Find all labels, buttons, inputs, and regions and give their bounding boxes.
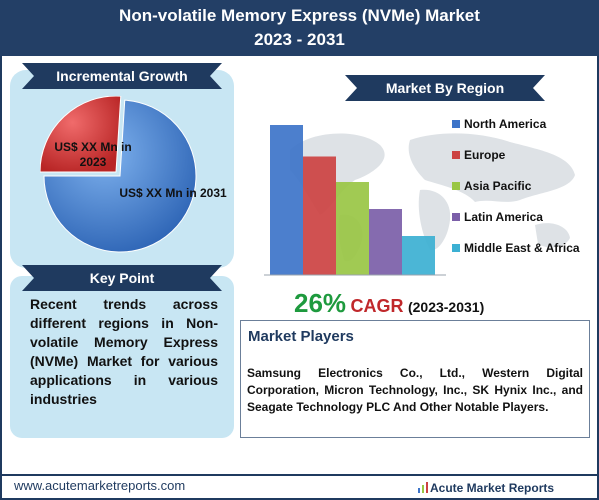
key-point-panel — [10, 276, 234, 438]
growth-pie-chart — [40, 96, 197, 253]
region-bar-chart — [264, 125, 446, 276]
bar-europe — [303, 156, 336, 275]
legend-item-north-america: North America — [452, 116, 580, 147]
cagr-callout: 26% CAGR (2023-2031) — [294, 288, 594, 319]
legend-item-asia-pacific: Asia Pacific — [452, 178, 580, 209]
legend-swatch — [452, 213, 460, 221]
legend-swatch — [452, 244, 460, 252]
legend-swatch — [452, 120, 460, 128]
brand-logo-icon — [418, 482, 428, 493]
bar-latin-america — [369, 209, 402, 275]
market-by-region-heading: Market By Region — [345, 75, 545, 101]
legend-swatch — [452, 151, 460, 159]
region-legend: North America Europe Asia Pacific Latin Ame… — [452, 116, 580, 271]
footer-url-link[interactable]: www.acutemarketreports.com — [14, 478, 186, 493]
legend-item-latin-america: Latin America — [452, 209, 580, 240]
legend-swatch — [452, 182, 460, 190]
legend-item-europe: Europe — [452, 147, 580, 178]
title-line-1: Non-volatile Memory Express (NVMe) Marke… — [119, 6, 480, 25]
cagr-years: (2023-2031) — [407, 299, 485, 315]
cagr-label: CAGR — [350, 296, 404, 316]
legend-item-middle-east-africa: Middle East & Africa — [452, 240, 580, 271]
pie-slice-2031 — [43, 99, 197, 253]
legend-label: Middle East & Africa — [464, 241, 580, 255]
incremental-growth-heading: Incremental Growth — [22, 63, 222, 89]
header-banner: Non-volatile Memory Express (NVMe) Marke… — [0, 0, 599, 56]
legend-label: Asia Pacific — [464, 179, 532, 193]
market-players-text: Samsung Electronics Co., Ltd., Western D… — [247, 366, 583, 414]
bar-asia-pacific — [336, 182, 369, 275]
bar-middle-east-africa — [402, 236, 435, 275]
market-players-box: Market Players Samsung Electronics Co., … — [240, 320, 590, 438]
pie-label-2023: US$ XX Mn in 2023 — [54, 140, 132, 169]
pie-label-2031: US$ XX Mn in 2031 — [119, 186, 227, 200]
legend-label: Europe — [464, 148, 506, 162]
market-players-title: Market Players — [248, 328, 354, 345]
footer-divider — [0, 474, 599, 476]
footer-brand-name: Acute Market Reports — [430, 481, 555, 495]
key-point-heading: Key Point — [22, 265, 222, 291]
key-point-text: Recent trends across different regions i… — [30, 296, 218, 407]
cagr-value: 26% — [294, 288, 347, 318]
legend-label: Latin America — [464, 210, 543, 224]
pie-slice-2023 — [40, 96, 122, 173]
legend-label: North America — [464, 117, 547, 131]
bar-north-america — [270, 125, 303, 275]
title-line-2: 2023 - 2031 — [254, 30, 345, 49]
